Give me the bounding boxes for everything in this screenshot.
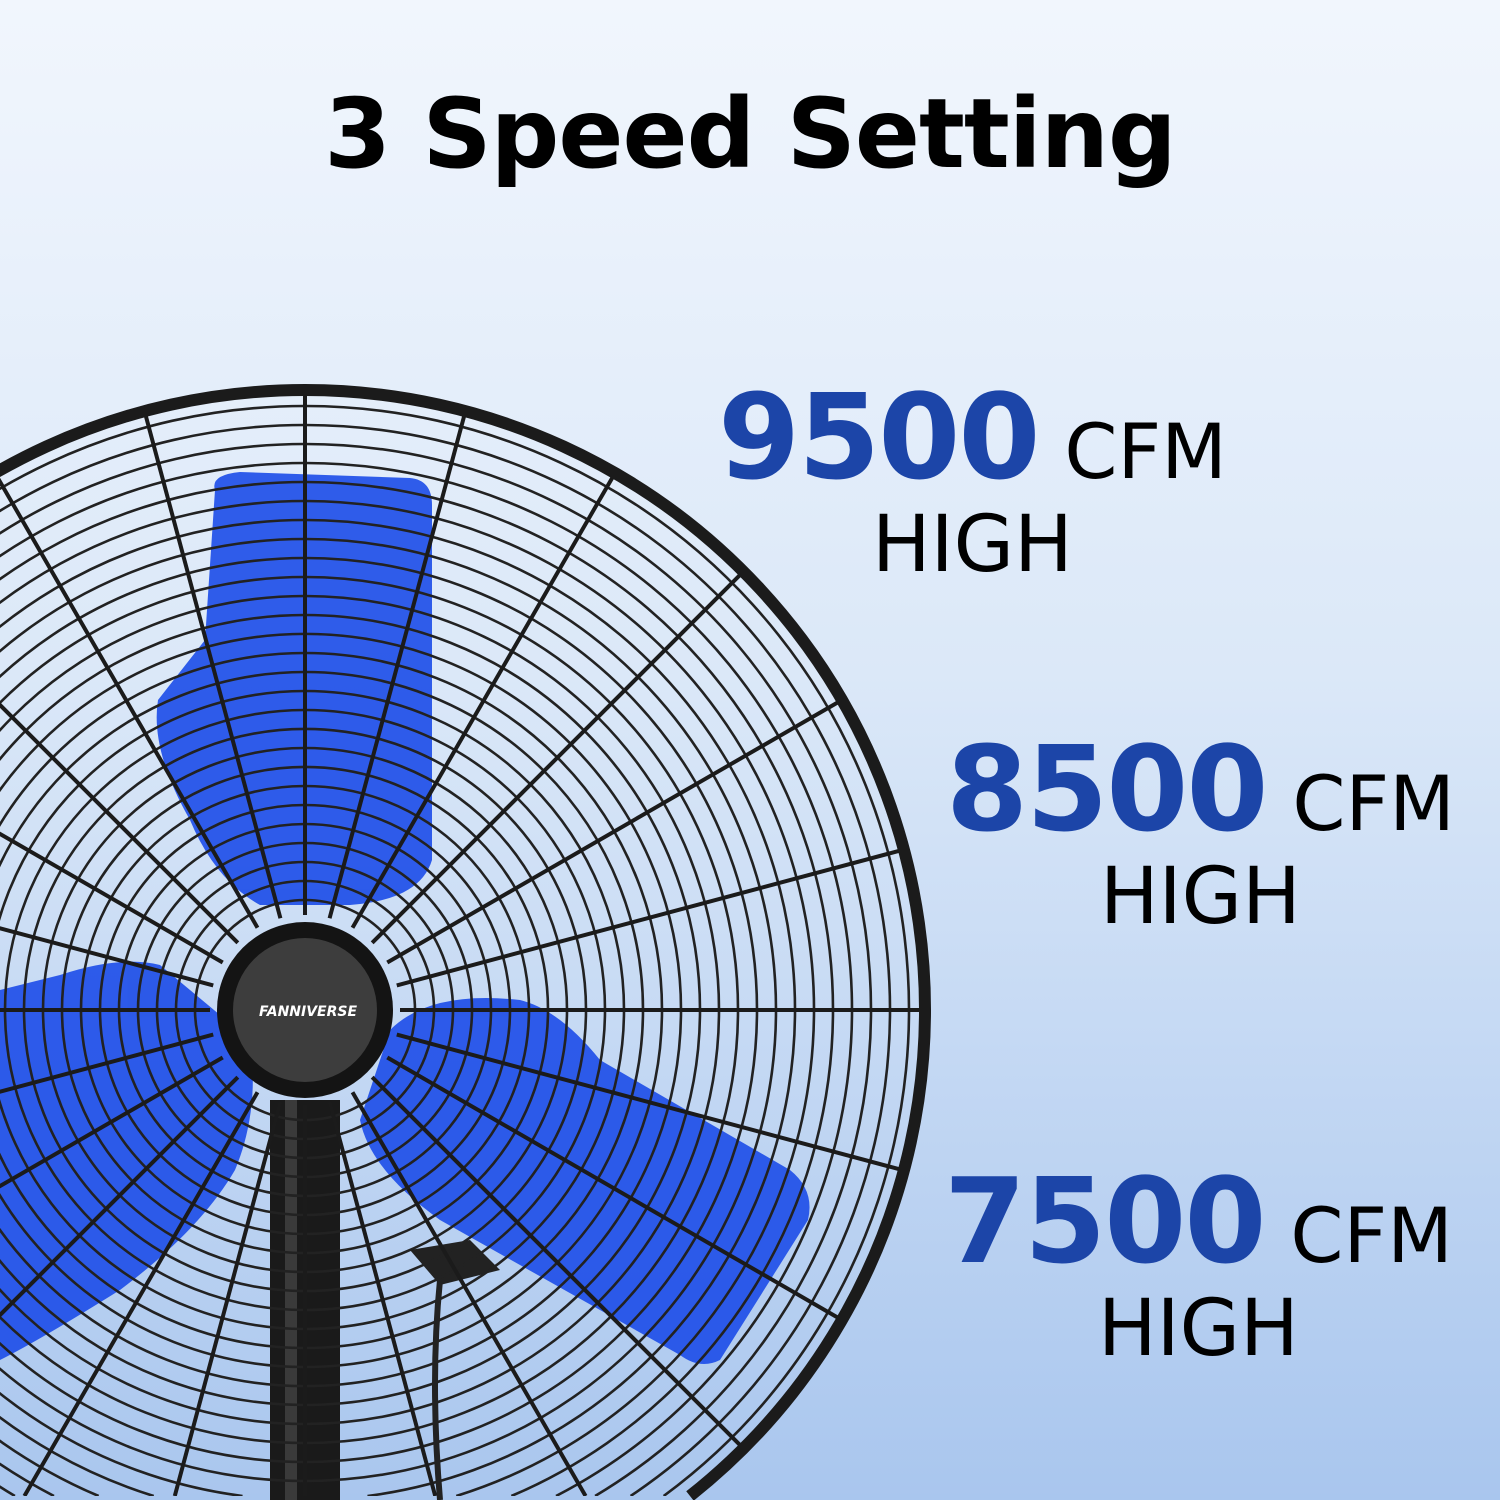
speed-level: HIGH xyxy=(1100,852,1301,942)
grille-spoke xyxy=(0,472,260,929)
cfm-unit: CFM xyxy=(1290,1191,1453,1280)
grille-spoke xyxy=(142,410,283,919)
speed-setting-1: 9500 CFM HIGH xyxy=(718,368,1227,590)
grille-spoke xyxy=(327,410,468,919)
grille-spoke xyxy=(0,570,240,945)
grille-spoke xyxy=(396,1032,905,1173)
page-title: 3 Speed Setting xyxy=(324,78,1176,190)
cfm-value: 8500 xyxy=(946,720,1268,858)
grille-spoke xyxy=(386,698,843,965)
grille-spoke xyxy=(0,1075,240,1450)
grille-spoke xyxy=(0,698,224,965)
grille-spoke xyxy=(172,1101,283,1497)
grille-spoke xyxy=(350,1091,588,1497)
grille-spoke xyxy=(386,1055,843,1322)
cfm-unit: CFM xyxy=(1064,407,1227,496)
grille-spoke xyxy=(370,570,745,945)
brand-logo: FANNIVERSE xyxy=(259,1004,357,1020)
fan-outer-ring xyxy=(0,384,931,1500)
grille-spoke xyxy=(396,847,905,988)
grille-spoke xyxy=(327,1101,438,1497)
fan-hub: FANNIVERSE xyxy=(217,922,393,1098)
speed-level: HIGH xyxy=(872,500,1073,590)
cfm-value: 9500 xyxy=(718,368,1040,506)
grille-spoke xyxy=(370,1075,745,1450)
fan-grille xyxy=(0,392,924,1497)
cfm-unit: CFM xyxy=(1292,759,1455,848)
cfm-value: 7500 xyxy=(944,1152,1266,1290)
speed-setting-3: 7500 CFM HIGH xyxy=(944,1152,1453,1374)
grille-spoke xyxy=(22,1091,260,1497)
grille-spoke xyxy=(0,1032,214,1173)
grille-spoke xyxy=(0,1055,224,1322)
speed-setting-2: 8500 CFM HIGH xyxy=(946,720,1455,942)
speed-level: HIGH xyxy=(1098,1284,1299,1374)
grille-spoke xyxy=(350,472,617,929)
grille-spoke xyxy=(0,847,214,988)
